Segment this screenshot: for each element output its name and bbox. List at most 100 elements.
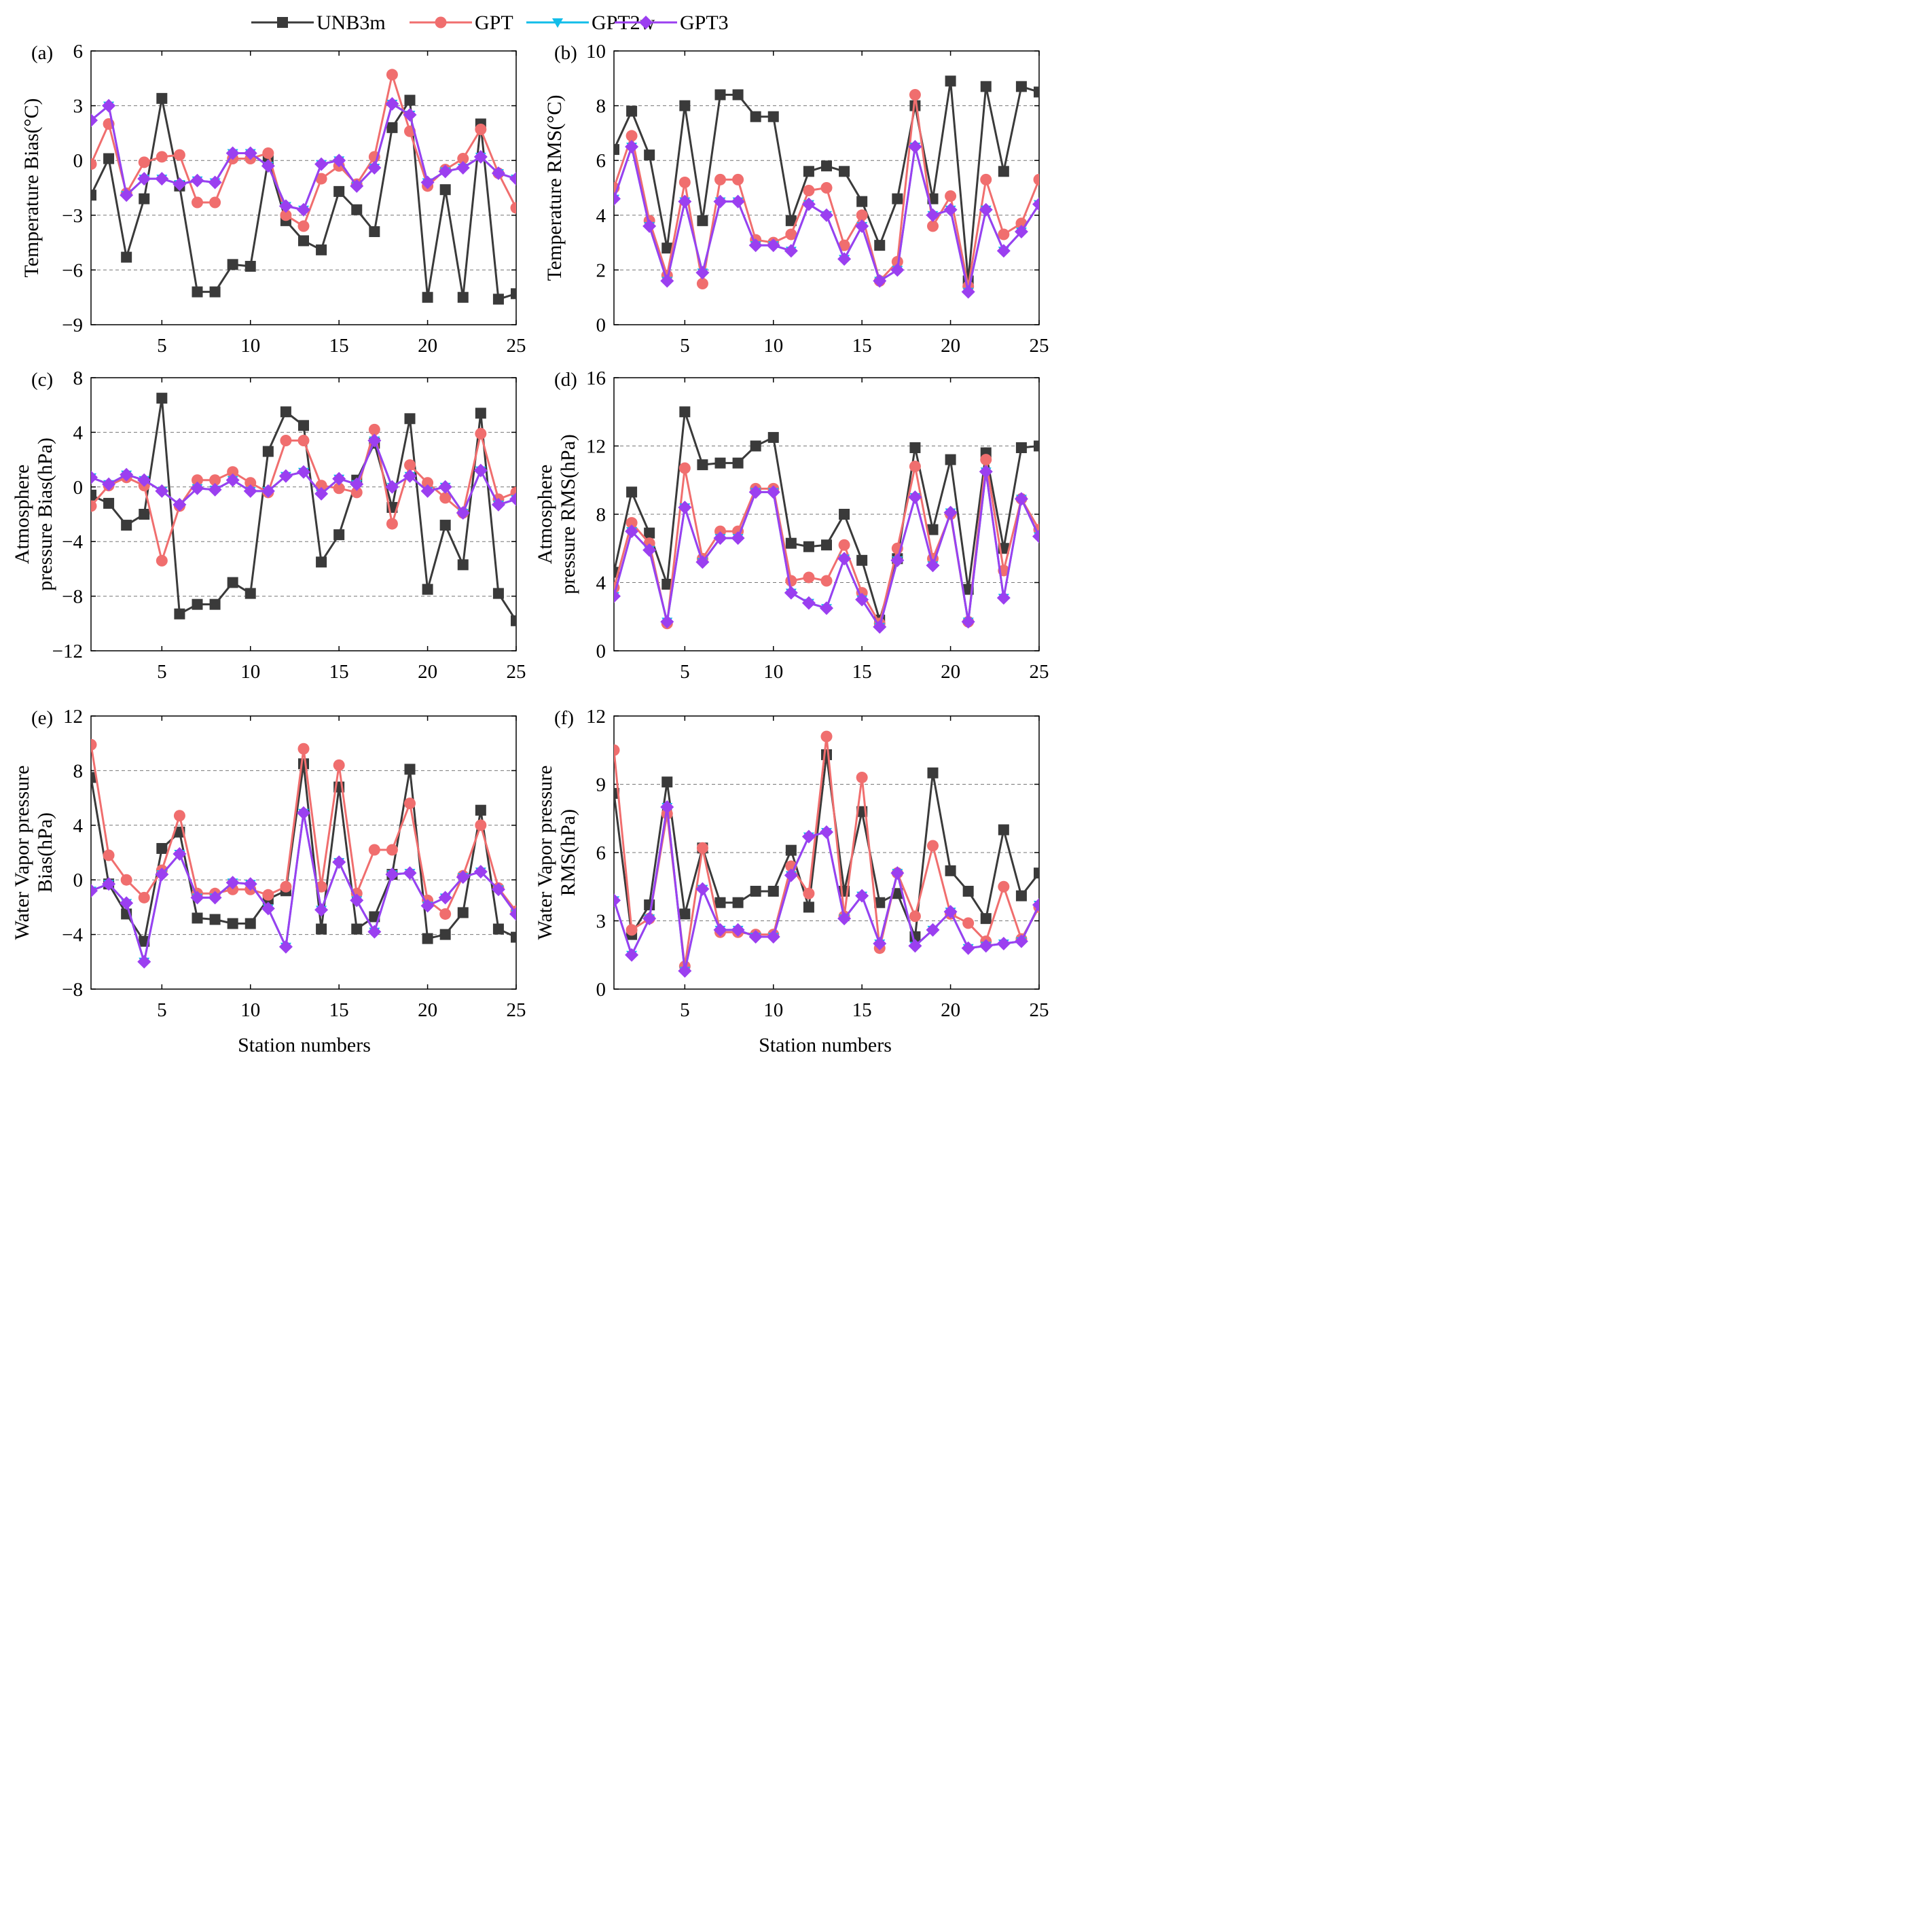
- data-point: [839, 166, 850, 177]
- data-point: [91, 500, 97, 512]
- data-point: [661, 243, 673, 254]
- data-point: [943, 505, 958, 520]
- data-point: [91, 158, 97, 171]
- data-point: [420, 899, 435, 913]
- data-point: [626, 486, 638, 498]
- data-point: [385, 96, 399, 111]
- data-point: [438, 480, 452, 494]
- data-point: [404, 413, 416, 425]
- y-tick-label: −8: [62, 979, 83, 1001]
- data-point: [208, 891, 222, 905]
- data-point: [457, 153, 469, 165]
- data-point: [350, 179, 364, 193]
- y-tick-label: 6: [596, 842, 606, 864]
- data-point: [784, 244, 798, 258]
- data-point: [457, 907, 469, 918]
- data-point: [91, 772, 96, 783]
- data-point: [509, 492, 516, 506]
- data-point: [890, 866, 905, 880]
- data-point: [962, 917, 975, 929]
- data-point: [748, 485, 763, 499]
- data-point: [243, 146, 257, 160]
- data-point: [1015, 890, 1027, 901]
- data-point: [278, 469, 293, 483]
- data-point: [139, 509, 150, 520]
- data-point: [473, 149, 488, 164]
- data-point: [614, 893, 621, 908]
- data-point: [190, 891, 204, 905]
- data-point: [874, 240, 886, 251]
- data-point: [102, 477, 116, 491]
- data-point: [678, 462, 691, 474]
- series-unb3m: [91, 92, 516, 305]
- data-point: [511, 288, 516, 300]
- data-point: [314, 486, 329, 501]
- data-point: [856, 209, 868, 221]
- series-group: [614, 730, 1039, 978]
- data-point: [837, 252, 852, 266]
- data-point: [138, 156, 150, 168]
- data-point: [385, 480, 399, 494]
- x-tick-label: 15: [329, 999, 349, 1021]
- x-axis-label-right: Station numbers: [759, 1034, 892, 1056]
- data-point: [801, 197, 816, 211]
- series-line: [614, 735, 1039, 967]
- data-point: [644, 149, 655, 161]
- x-tick-label: 10: [763, 335, 783, 357]
- data-point: [820, 208, 833, 222]
- data-point: [297, 743, 310, 755]
- data-point: [614, 567, 619, 578]
- y-tick-label: 4: [596, 573, 606, 594]
- data-point: [386, 122, 398, 133]
- data-point: [748, 238, 763, 253]
- legend-marker-triangle-down-icon: [552, 18, 563, 28]
- data-point: [244, 261, 256, 272]
- data-point: [996, 244, 1011, 258]
- plot-frame: [90, 50, 517, 325]
- data-point: [227, 918, 238, 929]
- data-point: [491, 497, 505, 512]
- data-point: [297, 434, 310, 446]
- data-point: [138, 891, 150, 904]
- data-point: [821, 160, 832, 172]
- data-point: [614, 787, 619, 799]
- data-point: [821, 749, 832, 760]
- panel-label: (e): [31, 707, 53, 729]
- data-point: [892, 888, 903, 899]
- series-group: [614, 75, 1039, 299]
- y-axis-label: pressure Bias(hPa): [34, 437, 56, 591]
- x-tick-label: 10: [240, 661, 260, 683]
- series-group: [91, 738, 516, 969]
- data-point: [367, 433, 382, 448]
- data-point: [979, 202, 993, 217]
- data-point: [1014, 224, 1028, 238]
- data-point: [315, 480, 327, 492]
- data-point: [192, 598, 203, 610]
- data-point: [278, 940, 293, 954]
- data-point: [333, 482, 345, 495]
- data-point: [316, 923, 327, 935]
- data-point: [750, 111, 761, 122]
- x-tick-label: 15: [852, 661, 872, 683]
- data-point: [625, 140, 639, 154]
- data-point: [280, 434, 292, 446]
- data-point: [766, 485, 780, 499]
- data-point: [1032, 898, 1039, 912]
- data-point: [227, 577, 238, 588]
- data-point: [280, 406, 291, 418]
- data-point: [644, 527, 655, 539]
- panel-label: (a): [31, 42, 53, 64]
- data-point: [225, 473, 240, 487]
- data-point: [439, 184, 451, 196]
- data-point: [403, 469, 417, 483]
- data-point: [1032, 197, 1039, 211]
- series-gpt3: [614, 800, 1039, 978]
- data-point: [785, 575, 797, 587]
- data-point: [91, 738, 97, 751]
- data-point: [367, 925, 382, 939]
- legend-label: GPT3: [680, 12, 729, 34]
- data-point: [227, 466, 239, 478]
- data-point: [1015, 442, 1027, 454]
- data-point: [979, 465, 993, 479]
